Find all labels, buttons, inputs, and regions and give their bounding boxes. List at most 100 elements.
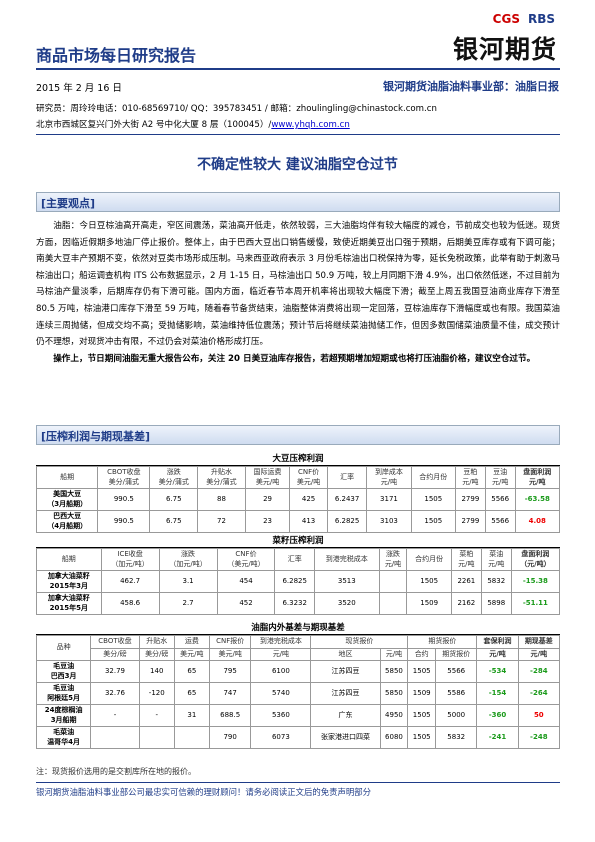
header-cell: 地区 — [310, 647, 381, 661]
table-cell: 1509 — [407, 682, 437, 705]
table-cell: 2162 — [450, 592, 482, 615]
address: 北京市西城区复兴门外大街 A2 号中化大厦 8 层（100045）/www.yh… — [36, 118, 350, 130]
website[interactable]: www.yhqh.com.cn — [271, 120, 350, 130]
table-cell: 毛菜油 温哥华4月 — [35, 726, 92, 749]
header-cell: 套保利润 — [476, 635, 519, 649]
header-cell: 元/吨 — [250, 647, 312, 661]
logo-name: 银河期货 — [452, 35, 557, 64]
table-cell: -360 — [476, 704, 519, 727]
table-cell — [378, 570, 408, 593]
header-row: 美分/磅 美分/磅 美元/吨 美元/吨 元/吨 地区 元/吨 合约 期货报价 元/吨 元/吨 — [37, 647, 561, 661]
table-cell: 1505 — [410, 488, 456, 511]
table-cell: 5566 — [484, 510, 516, 533]
table-cell: 5850 — [379, 682, 409, 705]
table-cell: -284 — [517, 660, 561, 683]
table-row: 加拿大油菜籽 2015年5月 458.6 2.7 452 6.3232 3520 1509 2… — [36, 592, 561, 615]
table-cell: 6.2437 — [326, 488, 368, 511]
table-cell: 5566 — [484, 488, 516, 511]
table-cell: 6.3232 — [274, 592, 315, 615]
header-cell: CBOT收盘 — [90, 635, 140, 649]
table-cell: 452 — [216, 592, 276, 615]
table-cell: 6100 — [250, 660, 312, 683]
table-cell: 425 — [289, 488, 328, 511]
section-heading: [主要观点] — [36, 192, 560, 212]
table-cell: 72 — [197, 510, 246, 533]
table-cell: 5000 — [435, 704, 478, 727]
header-row: 品种 CBOT收盘 升贴水 运费 CNF报价 到港完税成本 现货报价 期货报价 套保利润 期现基差 — [35, 635, 561, 661]
table-cell: 4950 — [379, 704, 409, 727]
header-cell: 运费 — [173, 635, 210, 649]
header-cell: 现货报价 — [310, 635, 409, 649]
header-cell: 元/吨 — [476, 647, 519, 661]
table-cell: 1505 — [407, 726, 437, 749]
table-row: 美国大豆 （3月船期） 990.5 6.75 88 29 425 6.2437 3171 150… — [35, 488, 561, 511]
table-cell: 688.5 — [208, 704, 252, 727]
table-cell: 3.1 — [158, 570, 218, 593]
header-cell: 涨跌 美分/蒲式 — [149, 466, 199, 489]
table-cell: -264 — [517, 682, 561, 705]
table-cell: 31 — [173, 704, 210, 727]
header-cell: 国际运费 美元/吨 — [244, 466, 291, 489]
table-cell: 65 — [173, 660, 210, 683]
table-cell: 1509 — [406, 592, 452, 615]
rule — [36, 134, 560, 135]
footer: 银河期货油脂油料事业部公司最忠实可信赖的理财顾问！请务必阅读正文后的免责声明部分 — [36, 782, 560, 798]
header-cell: 升贴水 美分/蒲式 — [197, 466, 246, 489]
table-cell — [90, 726, 140, 749]
table-cell: 美国大豆 （3月船期） — [35, 488, 99, 511]
table-row: 毛菜油 温哥华4月 790 6073 张家港进口四菜 6080 1505 5832 -241-… — [35, 726, 561, 749]
table-cell: -51.11 — [510, 592, 561, 615]
section-heading: [压榨利润与期现基差] — [36, 425, 560, 445]
header-cell: 盘面利润 （元/吨） — [510, 548, 561, 571]
table-row: 毛豆油 阿根廷5月 32.76 -120 65 747 5740 江苏四豆 5850 1509 5… — [35, 682, 561, 705]
table-cell: 6.2825 — [326, 510, 368, 533]
header-cell: 品种 — [35, 635, 92, 661]
table-row: 毛豆油 巴西3月 32.79 140 65 795 6100 江苏四豆 5850 1505 556… — [35, 660, 561, 683]
table-row: 巴西大豆 （4月船期） 990.5 6.75 72 23 413 6.2825 3103 150… — [35, 510, 561, 533]
header-cell: 汇率 — [326, 466, 368, 489]
doc-title: 不确定性较大 建议油脂空仓过节 — [197, 157, 398, 173]
table-cell: 32.79 — [90, 660, 140, 683]
table-cell: -248 — [517, 726, 561, 749]
header-cell: 菜粕 元/吨 — [450, 548, 482, 571]
table-title: 菜籽压榨利润 — [36, 534, 560, 548]
table-block: 菜籽压榨利润 船期 ICE收盘 （加元/吨） 涨跌 （加元/吨） CNF价 （美元/吨）… — [36, 534, 561, 615]
header-cell: 涨跌 （加元/吨） — [158, 548, 218, 571]
table-cell: 2261 — [450, 570, 482, 593]
table-cell: 毛豆油 巴西3月 — [35, 660, 92, 683]
table: 船期 ICE收盘 （加元/吨） 涨跌 （加元/吨） CNF价 （美元/吨） 汇率 到港完税… — [36, 548, 561, 615]
table-cell: 3103 — [366, 510, 412, 533]
table-title: 大豆压榨利润 — [36, 452, 560, 466]
header-cell: 升贴水 — [138, 635, 175, 649]
rule — [36, 68, 560, 70]
header-cell: 美元/吨 — [173, 647, 210, 661]
header-row: 船期 CBOT收盘 美分/蒲式 涨跌 美分/蒲式 升贴水 美分/蒲式 国际运费 美元/吨… — [35, 466, 561, 489]
table-cell: 50 — [517, 704, 561, 727]
table-cell: 747 — [208, 682, 252, 705]
table-cell: - — [138, 704, 175, 727]
table-cell: 广东 — [310, 704, 381, 727]
table-block: 油脂内外基差与期现基差 品种 CBOT收盘 升贴水 运费 CNF报价 到港完税成本 现货报价期… — [35, 621, 561, 749]
paragraph: 油脂：今日豆棕油高开高走，窄区间震荡，菜油高开低走，依然较弱，三大油脂均伴有较大… — [36, 218, 560, 367]
table-cell: 32.76 — [90, 682, 140, 705]
header-cell: 美分/磅 — [90, 647, 140, 661]
table-cell: 458.6 — [100, 592, 160, 615]
table-cell: 3171 — [366, 488, 412, 511]
table-cell: -63.58 — [514, 488, 561, 511]
table-cell: 江苏四豆 — [310, 682, 381, 705]
table-cell: 3520 — [313, 592, 380, 615]
table-cell: 990.5 — [97, 488, 151, 511]
header-cell: 合约月份 — [406, 548, 452, 571]
table-cell: 2799 — [454, 510, 486, 533]
table-cell: 462.7 — [100, 570, 160, 593]
address-text: 北京市西城区复兴门外大街 A2 号中化大厦 8 层（100045）/ — [36, 120, 272, 130]
table-cell: 2799 — [454, 488, 486, 511]
table-cell: 65 — [173, 682, 210, 705]
table-cell: 加拿大油菜籽 2015年5月 — [36, 592, 102, 615]
table-cell: - — [90, 704, 140, 727]
table-cell: 24度棕榈油 3月船期 — [35, 704, 92, 727]
body-text: 油脂：今日豆棕油高开高走，窄区间震荡，菜油高开低走，依然较弱，三大油脂均伴有较大… — [36, 221, 560, 348]
table-cell: -15.38 — [510, 570, 561, 593]
header-cell: 汇率 — [274, 548, 315, 571]
table-row: 24度棕榈油 3月船期 - -31 688.5 5360 广东 4950 1505 5000 -3… — [35, 704, 561, 727]
